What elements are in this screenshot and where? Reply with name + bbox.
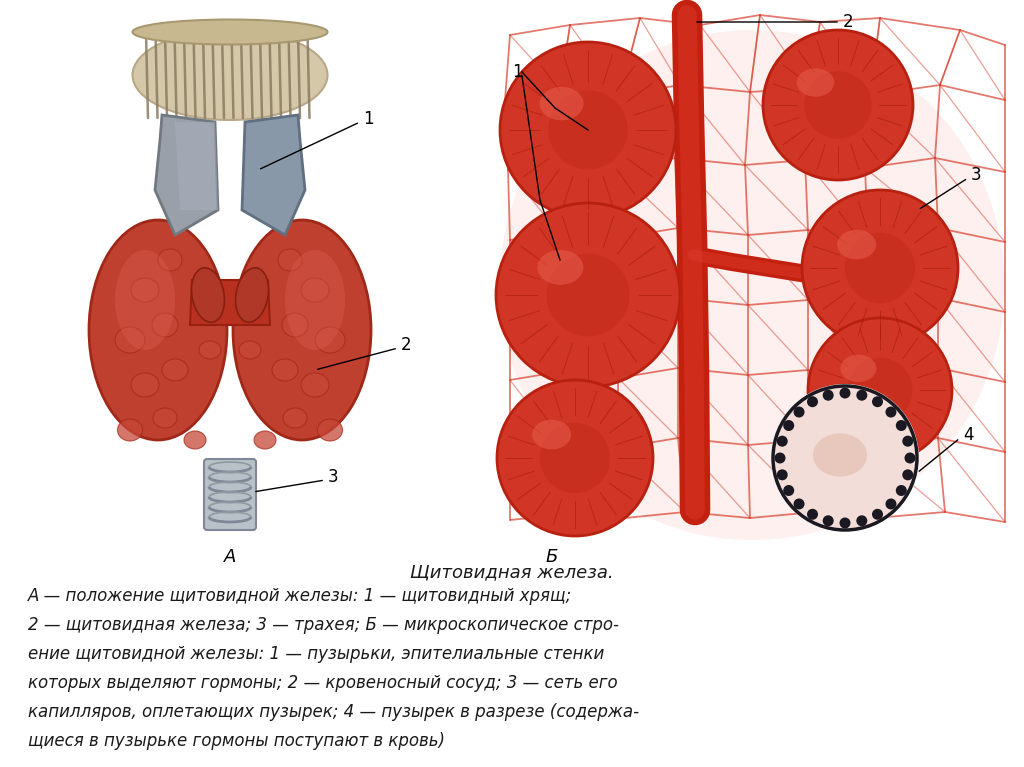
Text: щиеся в пузырьке гормоны поступают в кровь): щиеся в пузырьке гормоны поступают в кро…	[28, 732, 445, 750]
Circle shape	[886, 499, 896, 509]
Ellipse shape	[301, 373, 329, 397]
Ellipse shape	[153, 408, 177, 428]
Circle shape	[497, 380, 653, 536]
Circle shape	[777, 436, 787, 446]
Ellipse shape	[532, 420, 571, 449]
Ellipse shape	[131, 373, 159, 397]
Circle shape	[807, 397, 818, 407]
Ellipse shape	[813, 433, 867, 476]
Ellipse shape	[841, 354, 877, 382]
Ellipse shape	[285, 250, 345, 350]
Circle shape	[763, 30, 913, 180]
Circle shape	[845, 233, 915, 303]
Ellipse shape	[797, 68, 835, 97]
Circle shape	[896, 485, 907, 496]
Text: А: А	[224, 548, 237, 566]
Circle shape	[872, 397, 883, 407]
Circle shape	[808, 318, 952, 462]
Ellipse shape	[152, 313, 178, 337]
Ellipse shape	[301, 278, 329, 302]
Ellipse shape	[199, 341, 221, 359]
Ellipse shape	[89, 220, 227, 440]
Circle shape	[802, 190, 958, 346]
Circle shape	[822, 390, 834, 400]
Ellipse shape	[158, 249, 182, 271]
Ellipse shape	[837, 230, 877, 259]
Circle shape	[777, 469, 787, 480]
Circle shape	[500, 42, 676, 218]
Text: 4: 4	[963, 426, 974, 444]
Ellipse shape	[162, 359, 188, 381]
Ellipse shape	[236, 268, 268, 322]
Ellipse shape	[131, 278, 159, 302]
Text: Щитовидная железа.: Щитовидная железа.	[411, 563, 613, 581]
Polygon shape	[190, 280, 270, 325]
Text: Б: Б	[546, 548, 558, 566]
Circle shape	[886, 407, 896, 417]
Circle shape	[902, 469, 913, 480]
Ellipse shape	[115, 250, 175, 350]
Ellipse shape	[317, 419, 342, 441]
Circle shape	[896, 420, 907, 431]
Circle shape	[773, 386, 918, 530]
Circle shape	[771, 384, 919, 532]
Text: 1: 1	[512, 63, 522, 81]
Circle shape	[856, 515, 867, 526]
Circle shape	[840, 518, 851, 528]
Text: ение щитовидной железы: 1 — пузырьки, эпителиальные стенки: ение щитовидной железы: 1 — пузырьки, эп…	[28, 645, 604, 663]
Ellipse shape	[132, 19, 328, 44]
Circle shape	[496, 203, 680, 387]
Text: 2: 2	[843, 13, 854, 31]
Polygon shape	[175, 122, 218, 210]
Ellipse shape	[500, 30, 1005, 540]
Text: 1: 1	[362, 110, 374, 128]
Bar	[495, 15, 1010, 535]
Ellipse shape	[115, 327, 145, 353]
Circle shape	[904, 453, 915, 463]
Ellipse shape	[233, 220, 371, 440]
Ellipse shape	[272, 359, 298, 381]
Ellipse shape	[254, 431, 276, 449]
Ellipse shape	[239, 341, 261, 359]
Circle shape	[549, 91, 628, 170]
Polygon shape	[155, 115, 218, 235]
Polygon shape	[242, 115, 305, 235]
Circle shape	[902, 436, 913, 446]
Ellipse shape	[132, 30, 328, 120]
Circle shape	[540, 423, 610, 493]
Text: 3: 3	[328, 468, 339, 486]
Ellipse shape	[282, 313, 308, 337]
Text: А — положение щитовидной железы: 1 — щитовидный хрящ;: А — положение щитовидной железы: 1 — щит…	[28, 587, 572, 605]
Ellipse shape	[278, 249, 302, 271]
Circle shape	[822, 515, 834, 526]
Text: 2 — щитовидная железа; 3 — трахея; Б — микроскопическое стро-: 2 — щитовидная железа; 3 — трахея; Б — м…	[28, 616, 618, 634]
Circle shape	[783, 485, 795, 496]
Circle shape	[794, 407, 805, 417]
Circle shape	[872, 509, 883, 520]
Ellipse shape	[538, 250, 584, 285]
Ellipse shape	[283, 408, 307, 428]
Circle shape	[794, 499, 805, 509]
Ellipse shape	[540, 87, 584, 120]
Ellipse shape	[191, 268, 224, 322]
Circle shape	[856, 390, 867, 400]
FancyBboxPatch shape	[204, 459, 256, 530]
Circle shape	[804, 71, 871, 139]
Circle shape	[840, 387, 851, 399]
Text: капилляров, оплетающих пузырек; 4 — пузырек в разрезе (содержа-: капилляров, оплетающих пузырек; 4 — пузы…	[28, 703, 639, 721]
Ellipse shape	[315, 327, 345, 353]
Ellipse shape	[184, 431, 206, 449]
Ellipse shape	[118, 419, 142, 441]
Circle shape	[547, 254, 630, 337]
Text: 2: 2	[401, 336, 412, 354]
Circle shape	[774, 453, 785, 463]
Circle shape	[848, 357, 912, 423]
Circle shape	[783, 420, 795, 431]
Text: которых выделяют гормоны; 2 — кровеносный сосуд; 3 — сеть его: которых выделяют гормоны; 2 — кровеносны…	[28, 674, 617, 692]
Circle shape	[807, 509, 818, 520]
Text: 3: 3	[971, 166, 982, 184]
